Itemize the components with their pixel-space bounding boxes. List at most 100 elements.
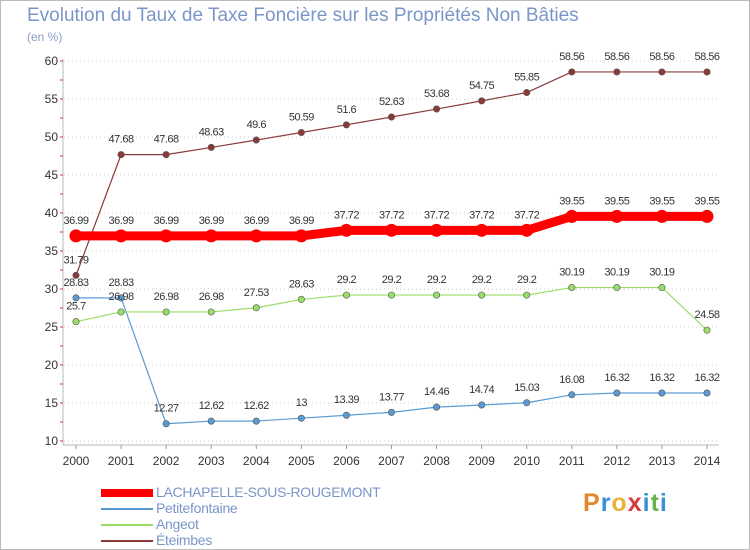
- data-point: [207, 143, 215, 151]
- x-tick-label: 2012: [604, 454, 631, 468]
- legend-label: Petitefontaine: [156, 500, 238, 516]
- x-tick-label: 2003: [198, 454, 225, 468]
- y-tick-label: 50: [45, 130, 59, 144]
- data-label: 27.53: [244, 287, 269, 299]
- data-label: 37.72: [334, 209, 359, 221]
- data-label: 28.83: [63, 277, 88, 289]
- data-point: [613, 68, 621, 76]
- data-label: 16.08: [559, 374, 584, 386]
- data-point: [613, 389, 621, 397]
- data-point: [433, 291, 441, 299]
- y-tick-label: 45: [45, 168, 59, 182]
- data-point: [72, 294, 80, 302]
- x-tick-label: 2004: [243, 454, 270, 468]
- data-point: [433, 105, 441, 113]
- data-label: 36.99: [244, 215, 269, 227]
- data-point: [565, 209, 579, 223]
- data-point: [478, 401, 486, 409]
- data-label: 37.72: [469, 209, 494, 221]
- data-label: 29.2: [382, 274, 402, 286]
- data-point: [294, 229, 308, 243]
- x-tick-label: 2010: [513, 454, 540, 468]
- legend-label: Angeot: [156, 516, 199, 532]
- x-tick-label: 2001: [108, 454, 135, 468]
- legend-swatch: [101, 524, 153, 526]
- data-point: [69, 229, 83, 243]
- data-label: 29.2: [337, 274, 357, 286]
- logo-letter: x: [627, 489, 643, 517]
- data-point: [162, 420, 170, 428]
- data-point: [72, 271, 80, 279]
- data-label: 12.62: [244, 400, 269, 412]
- x-tick-label: 2005: [288, 454, 315, 468]
- data-point: [703, 389, 711, 397]
- data-label: 36.99: [289, 215, 314, 227]
- data-point: [207, 308, 215, 316]
- x-tick-label: 2008: [423, 454, 450, 468]
- data-label: 36.99: [199, 215, 224, 227]
- data-label: 24.58: [694, 309, 719, 321]
- data-label: 25.7: [66, 301, 86, 313]
- y-unit-label: (en %): [27, 30, 63, 44]
- x-tick-label: 2014: [694, 454, 721, 468]
- data-point: [613, 284, 621, 292]
- data-point: [342, 121, 350, 129]
- logo-letter: i: [642, 489, 651, 517]
- data-point: [610, 209, 624, 223]
- legend-label: LACHAPELLE-SOUS-ROUGEMONT: [156, 484, 381, 500]
- data-point: [342, 291, 350, 299]
- y-tick-label: 25: [45, 320, 59, 334]
- data-point: [162, 308, 170, 316]
- logo-letter: P: [583, 489, 601, 517]
- data-point: [433, 403, 441, 411]
- data-label: 12.62: [199, 400, 224, 412]
- data-label: 48.63: [199, 126, 224, 138]
- y-tick-label: 30: [45, 282, 59, 296]
- data-point: [387, 113, 395, 121]
- y-tick-label: 60: [45, 54, 59, 68]
- data-label: 13.39: [334, 394, 359, 406]
- chart-title: Evolution du Taux de Taxe Foncière sur l…: [27, 5, 579, 26]
- data-point: [430, 223, 444, 237]
- data-label: 58.56: [559, 51, 584, 63]
- data-label: 54.75: [469, 80, 494, 92]
- data-label: 15.03: [514, 382, 539, 394]
- data-label: 14.74: [469, 384, 494, 396]
- data-label: 58.56: [694, 51, 719, 63]
- data-label: 39.55: [604, 195, 629, 207]
- data-point: [520, 223, 534, 237]
- data-label: 39.55: [649, 195, 674, 207]
- data-label: 26.98: [199, 291, 224, 303]
- data-point: [159, 229, 173, 243]
- data-point: [385, 223, 398, 237]
- legend-swatch: [101, 489, 153, 497]
- logo-letter: r: [600, 489, 612, 517]
- data-label: 28.83: [109, 277, 134, 289]
- data-point: [117, 294, 125, 302]
- y-tick-label: 10: [45, 434, 59, 448]
- y-tick-label: 20: [45, 358, 59, 372]
- data-label: 37.72: [379, 209, 404, 221]
- y-tick-label: 55: [45, 92, 59, 106]
- data-label: 49.6: [247, 119, 267, 131]
- x-tick-label: 2002: [153, 454, 180, 468]
- data-label: 58.56: [604, 51, 629, 63]
- data-point: [72, 318, 80, 326]
- data-label: 28.63: [289, 278, 314, 290]
- data-label: 16.32: [694, 372, 719, 384]
- data-label: 47.68: [154, 134, 179, 146]
- data-point: [204, 229, 218, 243]
- logo-letter: t: [650, 489, 660, 517]
- data-label: 26.98: [154, 291, 179, 303]
- data-label: 26.98: [109, 291, 134, 303]
- x-tick-label: 2000: [63, 454, 90, 468]
- data-label: 37.72: [514, 209, 539, 221]
- data-label: 36.99: [154, 215, 179, 227]
- data-label: 31.79: [63, 254, 88, 266]
- data-label: 55.85: [514, 72, 539, 84]
- x-tick-label: 2009: [468, 454, 495, 468]
- data-point: [162, 151, 170, 159]
- data-label: 36.99: [63, 215, 88, 227]
- data-point: [252, 136, 260, 144]
